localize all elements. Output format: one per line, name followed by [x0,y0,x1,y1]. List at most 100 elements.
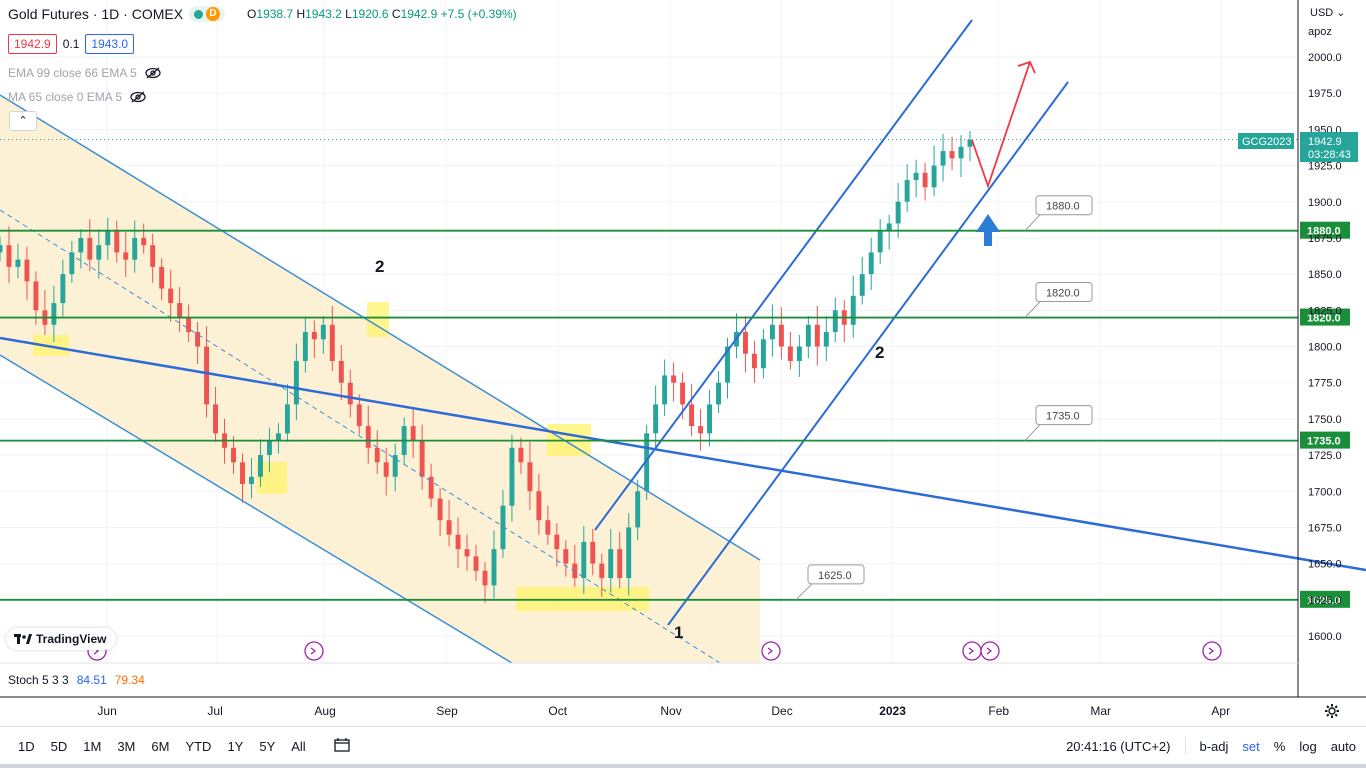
y-tick-label: 1625.0 [1308,595,1342,607]
timeframe-6m[interactable]: 6M [151,738,170,754]
level-axis-tag [1300,431,1350,449]
candle-body [707,404,713,434]
x-tick-label: Sep [436,704,458,718]
candle-body [563,549,569,564]
candle-body [329,324,335,361]
candle-body [410,426,416,441]
candle-body [159,266,165,289]
candle-body [832,310,838,333]
timeframe-ytd[interactable]: YTD [185,738,212,754]
delayed-data-icon: D [206,7,221,21]
y-tick-label: 1600.0 [1308,631,1342,643]
timeframe-1y[interactable]: 1Y [227,738,244,754]
candle-body [249,476,254,485]
gear-icon[interactable] [1324,703,1340,719]
candle-body [518,447,524,463]
timeframe-5y[interactable]: 5Y [259,738,276,754]
candle-body [150,245,156,267]
bottom-separator [0,764,1366,768]
option-percent[interactable]: % [1273,738,1286,754]
option-log[interactable]: log [1299,738,1317,754]
candle-body [949,151,955,159]
option-auto[interactable]: auto [1330,738,1356,754]
candle-body [302,332,308,361]
y-tick-label: 1875.0 [1308,233,1342,245]
candle-body [186,317,192,333]
currency-selector[interactable]: USD ⌄ [1310,7,1346,19]
wave-label: 1 [674,623,683,642]
candle-body [141,237,147,246]
candle-body [859,274,865,296]
hidden-eye-icon[interactable] [145,67,161,79]
candle-body [958,146,964,159]
countdown-label: 03:28:43 [1308,149,1351,161]
candle-body [419,440,425,477]
symbol-tag-label: GCG2023 [1242,136,1292,148]
level-callout-label: 1625.0 [818,570,852,582]
timeframe-all[interactable]: All [291,738,306,754]
candle-body [967,139,973,147]
timeframe-3m[interactable]: 3M [117,738,136,754]
x-tick-label: Nov [660,704,681,718]
candle-body [275,433,281,441]
candle-body [428,476,434,499]
hidden-eye-icon[interactable] [130,91,146,103]
market-status[interactable]: D [189,6,226,22]
candle-body [15,259,21,267]
spread-value: 0.1 [62,37,80,51]
candle-body [284,404,290,434]
level-callout-box [1035,282,1093,303]
candle-body [473,556,479,571]
candle-body [760,339,766,369]
clock-timezone[interactable]: 20:41:16 (UTC+2) [1066,738,1171,754]
timeframe-1m[interactable]: 1M [83,738,102,754]
event-chevron-icon [767,647,774,655]
candle-body [177,303,183,318]
indicator-ma[interactable]: MA 65 close 0 EMA 5 [8,90,146,104]
tradingview-logo[interactable]: TradingView [6,628,117,650]
collapse-legend-button[interactable]: ⌃ [9,111,37,131]
timeframe-1d[interactable]: 1D [18,738,35,754]
candle-body [626,527,632,579]
candle-body [374,447,380,463]
candle-body [392,455,398,477]
event-chevron-icon [1208,647,1215,655]
candle-body [608,549,614,579]
date-range-icon[interactable] [334,737,350,755]
candle-body [96,245,102,260]
option-badj[interactable]: b-adj [1199,738,1229,754]
candle-body [311,332,317,340]
candle-body [24,259,30,282]
stoch-legend[interactable]: Stoch 5 3 3 84.51 79.34 [8,673,145,687]
y-tick-label: 1700.0 [1308,486,1342,498]
level-callout-line [795,581,815,601]
candle-body [725,346,730,383]
candle-body [231,447,236,463]
candle-body [455,534,461,550]
candle-body [850,295,856,325]
option-set[interactable]: set [1242,738,1260,754]
level-axis-label: 1625.0 [1307,595,1341,607]
y-tick-label: 1850.0 [1308,269,1342,281]
channel-mid-line [0,209,721,664]
timeframe-5d[interactable]: 5D [50,738,68,754]
candle-body [509,447,515,506]
candle-body [123,252,129,260]
candle-body [814,324,820,347]
candle-body [293,360,299,405]
symbol-title[interactable]: Gold Futures · 1D · COMEX [8,6,184,22]
candle-body [787,346,793,361]
chevron-up-icon: ⌃ [18,115,28,127]
level-axis-tag [1300,221,1350,239]
candle-body [527,462,533,492]
candle-body [51,303,57,325]
sell-price-button[interactable]: 1942.9 [8,34,57,54]
x-tick-label: Feb [988,704,1009,718]
buy-price-button[interactable]: 1943.0 [85,34,135,54]
candle-body [554,534,560,550]
candle-body [653,404,659,434]
axis-mode[interactable]: apoz [1308,26,1332,38]
indicator-ema[interactable]: EMA 99 close 66 EMA 5 [8,66,161,80]
tradingview-logo-icon [14,634,32,644]
